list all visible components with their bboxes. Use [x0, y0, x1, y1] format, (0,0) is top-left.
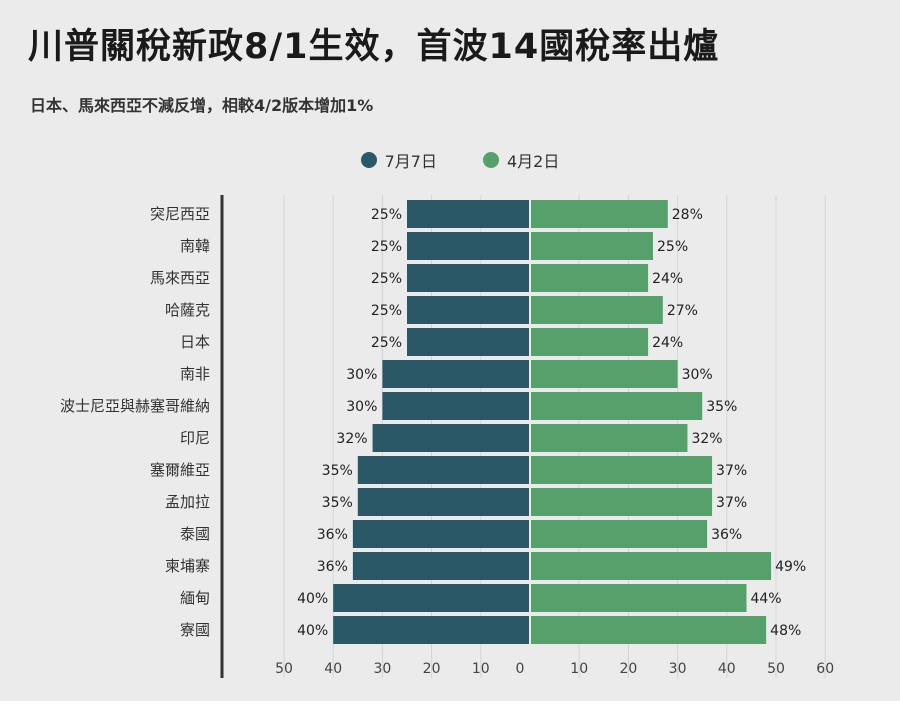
bar-april: [531, 328, 649, 356]
bar-april: [531, 552, 772, 580]
data-label-april: 48%: [770, 623, 801, 639]
bar-july: [352, 520, 529, 548]
bar-april: [531, 456, 713, 484]
legend-item-july: 7月7日: [360, 148, 437, 172]
bar-july: [333, 584, 529, 612]
data-label-april: 27%: [667, 303, 698, 319]
bar-july: [407, 264, 529, 292]
legend-swatch-july: [360, 152, 377, 168]
data-label-july: 25%: [371, 303, 402, 319]
data-label-april: 32%: [691, 431, 722, 447]
bar-july: [333, 616, 529, 644]
x-tick-label: 30: [669, 661, 687, 677]
data-label-april: 25%: [657, 239, 688, 255]
category-label: 哈薩克: [165, 301, 210, 319]
data-label-april: 36%: [711, 527, 742, 543]
x-tick-label: 40: [718, 661, 736, 677]
data-label-april: 28%: [672, 207, 703, 223]
data-label-july: 25%: [371, 271, 402, 287]
bar-july: [382, 360, 529, 388]
data-label-july: 30%: [346, 399, 377, 415]
category-label: 印尼: [180, 429, 210, 447]
data-label-april: 35%: [706, 399, 737, 415]
x-tick-label: 60: [816, 661, 834, 677]
data-label-july: 36%: [317, 559, 348, 575]
bar-july: [382, 392, 529, 420]
category-label: 突尼西亞: [150, 205, 210, 223]
category-label: 南韓: [180, 237, 210, 255]
bar-april: [531, 264, 649, 292]
data-label-july: 25%: [371, 207, 402, 223]
bar-april: [531, 392, 703, 420]
bar-april: [531, 424, 688, 452]
bar-july: [407, 296, 529, 324]
x-tick-label: 20: [423, 661, 441, 677]
data-label-july: 40%: [297, 623, 328, 639]
bar-july: [357, 488, 529, 516]
bar-july: [372, 424, 529, 452]
x-tick-label: 10: [570, 661, 588, 677]
bar-april: [531, 584, 747, 612]
legend-swatch-april: [483, 152, 499, 168]
bar-july: [407, 232, 529, 260]
x-tick-label: 50: [275, 661, 293, 677]
data-label-july: 35%: [322, 495, 353, 511]
data-label-april: 44%: [750, 591, 781, 607]
data-label-july: 30%: [346, 367, 377, 383]
bar-april: [531, 200, 668, 228]
legend-label-april: 4月2日: [507, 152, 560, 171]
chart-subtitle: 日本、馬來西亞不減反增，相較4/2版本增加1%: [30, 96, 374, 115]
data-label-april: 24%: [652, 335, 683, 351]
data-label-july: 40%: [297, 591, 328, 607]
data-label-april: 37%: [716, 495, 747, 511]
bar-april: [531, 488, 713, 516]
data-label-july: 35%: [322, 463, 353, 479]
bar-april: [531, 232, 653, 260]
x-tick-label: 0: [516, 661, 525, 677]
bar-july: [407, 200, 529, 228]
category-label: 馬來西亞: [150, 269, 210, 287]
category-label: 泰國: [180, 525, 210, 543]
data-label-april: 49%: [775, 559, 806, 575]
x-tick-label: 40: [324, 661, 342, 677]
bar-july: [352, 552, 529, 580]
bar-april: [531, 520, 708, 548]
legend: 7月7日 4月2日: [0, 148, 900, 172]
data-label-july: 32%: [336, 431, 367, 447]
data-label-april: 24%: [652, 271, 683, 287]
legend-item-april: 4月2日: [483, 148, 559, 172]
category-label: 波士尼亞與赫塞哥維納: [60, 397, 210, 415]
bar-april: [531, 616, 767, 644]
bar-july: [357, 456, 529, 484]
category-label: 孟加拉: [165, 493, 210, 511]
category-label: 柬埔寨: [165, 557, 210, 575]
category-label: 南非: [180, 365, 210, 383]
bar-july: [407, 328, 529, 356]
category-label: 寮國: [180, 621, 210, 639]
data-label-july: 25%: [371, 239, 402, 255]
x-tick-label: 10: [472, 661, 490, 677]
x-tick-label: 30: [373, 661, 391, 677]
bar-april: [531, 360, 678, 388]
bar-april: [531, 296, 663, 324]
category-label: 塞爾維亞: [150, 461, 210, 479]
x-tick-label: 20: [619, 661, 637, 677]
data-label-april: 37%: [716, 463, 747, 479]
category-label: 日本: [180, 333, 210, 351]
data-label-july: 36%: [317, 527, 348, 543]
legend-label-july: 7月7日: [384, 152, 437, 171]
x-tick-label: 50: [767, 661, 785, 677]
data-label-april: 30%: [682, 367, 713, 383]
data-label-july: 25%: [371, 335, 402, 351]
category-label: 緬甸: [180, 589, 210, 607]
chart-title: 川普關稅新政8/1生效，首波14國稅率出爐: [28, 27, 720, 67]
